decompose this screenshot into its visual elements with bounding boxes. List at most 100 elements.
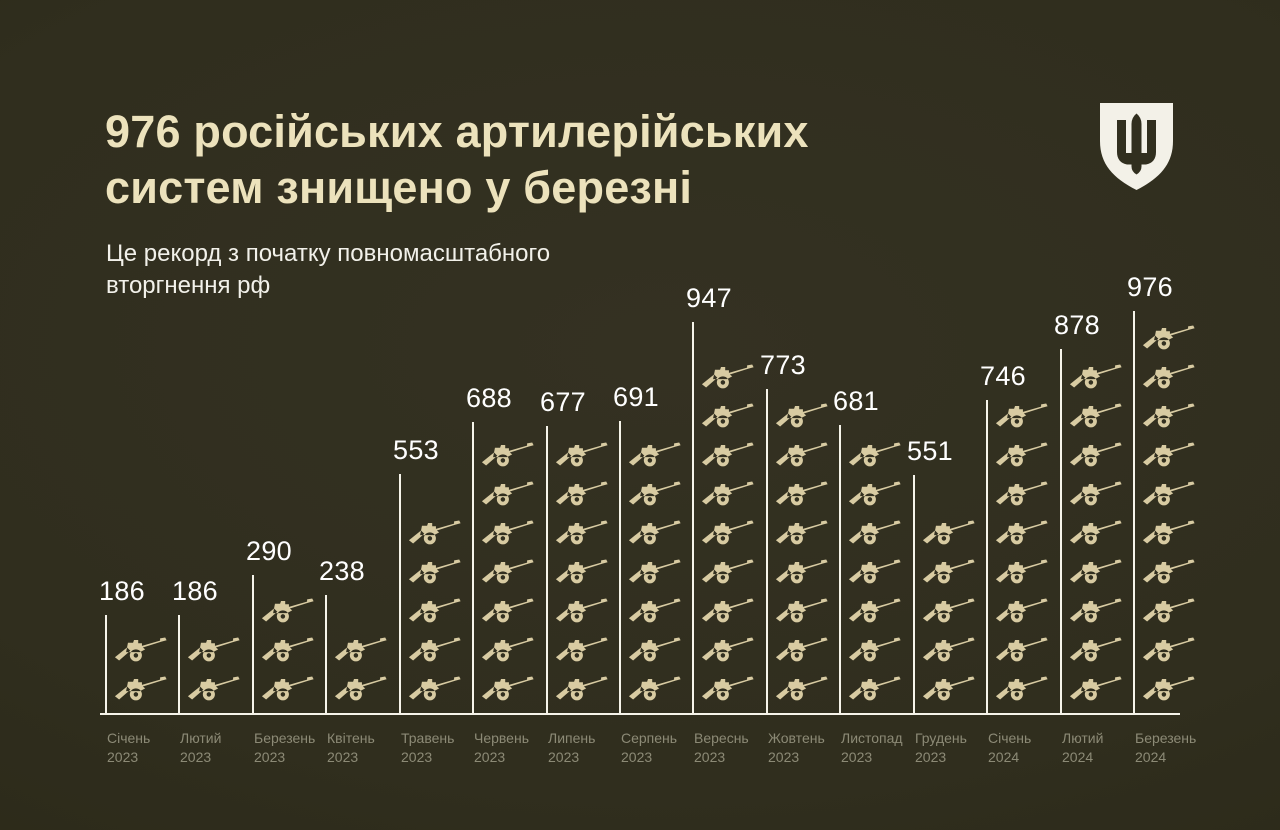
howitzer-cannon-icon [1069,559,1122,584]
month-name: Березень [254,730,316,746]
title-line-2: систем знищено у березні [105,162,693,213]
month-label: Вереснь 2023 [694,729,749,767]
month-year: 2023 [548,749,580,765]
month-label: Червень 2023 [474,729,529,767]
month-year: 2023 [915,749,947,765]
howitzer-cannon-icon [481,481,534,506]
howitzer-cannon-icon [408,598,461,623]
howitzer-cannon-icon [114,676,167,701]
bar-line [692,322,694,715]
howitzer-cannon-icon [848,637,901,662]
howitzer-cannon-icon [701,676,754,701]
howitzer-cannon-icon [481,637,534,662]
bar-value-label: 773 [760,350,806,380]
howitzer-cannon-icon [701,637,754,662]
howitzer-cannon-icon [114,637,167,662]
month-year: 2023 [474,749,506,765]
bar-value-label: 691 [613,382,659,412]
howitzer-cannon-icon [995,598,1048,623]
howitzer-cannon-icon [995,442,1048,467]
month-label: Травень 2023 [401,729,454,767]
howitzer-cannon-icon [1069,481,1122,506]
howitzer-cannon-icon [848,481,901,506]
bar-value-label: 553 [393,435,439,465]
month-label: Листопад 2023 [841,729,903,767]
howitzer-cannon-icon [701,520,754,545]
howitzer-cannon-icon [848,520,901,545]
bar-line [325,595,327,715]
month-name: Лютий [180,730,222,746]
howitzer-cannon-icon [408,559,461,584]
howitzer-cannon-icon [481,676,534,701]
howitzer-cannon-icon [481,559,534,584]
howitzer-cannon-icon [1142,325,1195,350]
month-label: Березень 2024 [1135,729,1196,767]
howitzer-cannon-icon [848,559,901,584]
month-year: 2023 [401,749,433,765]
howitzer-cannon-icon [261,676,314,701]
howitzer-cannon-icon [775,676,828,701]
howitzer-cannon-icon [1142,559,1195,584]
bar-line [1133,311,1135,715]
month-year: 2023 [768,749,800,765]
howitzer-cannon-icon [628,598,681,623]
bar-line [1060,349,1062,715]
bar-line [252,575,254,715]
bar-line [546,426,548,715]
month-name: Січень [988,730,1032,746]
howitzer-cannon-icon [775,637,828,662]
howitzer-cannon-icon [1142,364,1195,389]
howitzer-cannon-icon [555,559,608,584]
howitzer-cannon-icon [555,442,608,467]
month-label: Лютий 2024 [1062,729,1103,767]
month-year: 2023 [254,749,286,765]
subtitle-line-1: Це рекорд з початку повномасштабного [106,240,551,267]
howitzer-cannon-icon [628,520,681,545]
bar-line [913,475,915,715]
month-name: Травень [401,730,455,746]
month-name: Грудень [915,730,967,746]
bar-line [986,400,988,715]
howitzer-cannon-icon [775,559,828,584]
howitzer-cannon-icon [1142,481,1195,506]
month-name: Листопад [841,730,903,746]
bar-line [399,474,401,715]
howitzer-cannon-icon [701,364,754,389]
bar-value-label: 186 [99,576,145,606]
month-label: Січень 2024 [988,729,1031,767]
howitzer-cannon-icon [701,598,754,623]
howitzer-cannon-icon [408,676,461,701]
month-year: 2024 [988,749,1020,765]
bar-value-label: 688 [466,383,512,413]
howitzer-cannon-icon [701,481,754,506]
howitzer-cannon-icon [187,676,240,701]
howitzer-cannon-icon [995,481,1048,506]
howitzer-cannon-icon [1142,676,1195,701]
howitzer-cannon-icon [995,637,1048,662]
howitzer-cannon-icon [1069,442,1122,467]
infographic-title: 976 російських артилерійських систем зни… [105,104,809,216]
howitzer-cannon-icon [922,637,975,662]
howitzer-cannon-icon [481,442,534,467]
month-name: Вереснь [694,730,749,746]
month-year: 2023 [180,749,212,765]
howitzer-cannon-icon [1069,403,1122,428]
howitzer-cannon-icon [775,442,828,467]
howitzer-cannon-icon [775,598,828,623]
howitzer-cannon-icon [848,598,901,623]
bar-line [619,421,621,715]
bar-line [472,422,474,715]
howitzer-cannon-icon [995,676,1048,701]
howitzer-cannon-icon [261,637,314,662]
howitzer-cannon-icon [1069,520,1122,545]
bar-value-label: 186 [172,576,218,606]
howitzer-cannon-icon [628,637,681,662]
subtitle-line-2: вторгнення рф [106,272,271,299]
bar-value-label: 976 [1127,272,1173,302]
howitzer-cannon-icon [922,598,975,623]
howitzer-cannon-icon [261,598,314,623]
howitzer-cannon-icon [628,559,681,584]
howitzer-cannon-icon [1142,637,1195,662]
